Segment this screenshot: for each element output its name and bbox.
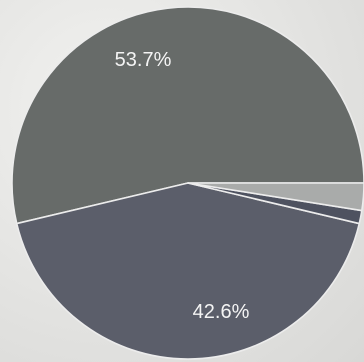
pie-slice-0 bbox=[11, 6, 364, 225]
slice-label-0: 53.7% bbox=[115, 49, 172, 71]
slices-group bbox=[11, 6, 364, 360]
slice-label-1: 42.6% bbox=[193, 301, 250, 323]
labels-group: 53.7% 42.6% bbox=[115, 49, 250, 323]
pie-slice-1 bbox=[15, 182, 361, 360]
